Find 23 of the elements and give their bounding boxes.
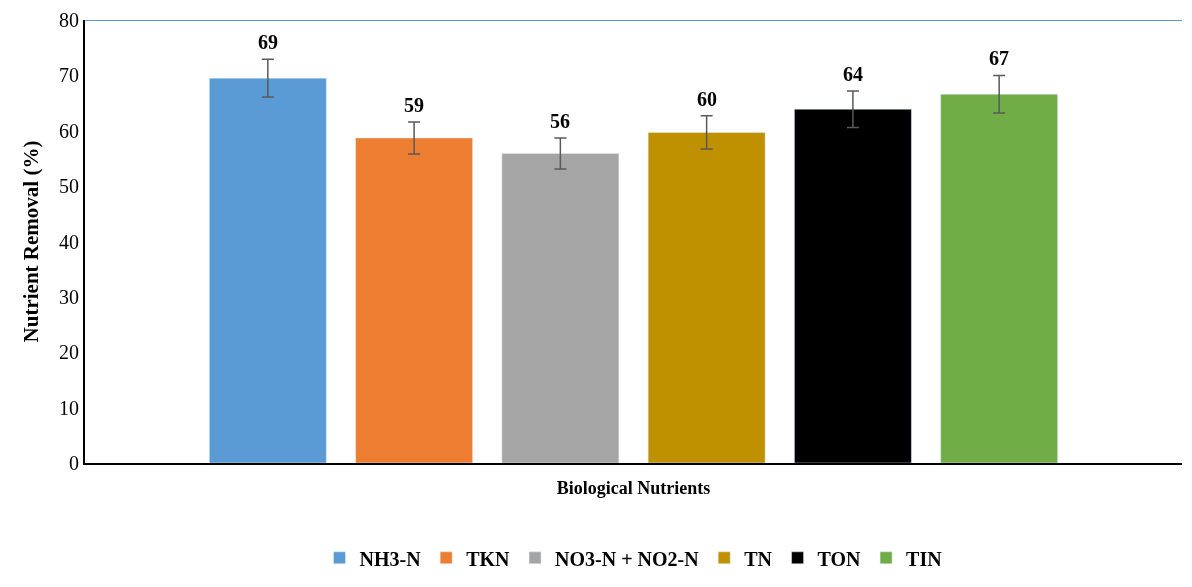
y-tick-label: 60	[59, 119, 79, 142]
y-tick-label: 30	[59, 285, 79, 308]
data-label: 64	[843, 63, 863, 85]
legend-label: TKN	[466, 547, 511, 570]
legend-label: NO3-N + NO2-N	[555, 547, 700, 570]
y-tick-label: 0	[69, 452, 79, 474]
y-tick-label: 70	[59, 64, 79, 87]
data-label: 60	[697, 88, 717, 110]
y-tick-label: 40	[59, 230, 79, 253]
x-axis-title: Biological Nutrients	[556, 478, 711, 498]
y-tick-label: 10	[59, 396, 79, 419]
legend-label: TON	[817, 547, 862, 570]
data-label: 56	[550, 110, 570, 132]
y-tick-label: 20	[59, 341, 79, 364]
legend-label: NH3-N	[359, 547, 422, 570]
data-label: 67	[989, 47, 1009, 69]
y-tick-label: 80	[59, 9, 79, 31]
legend-label: TIN	[906, 547, 943, 570]
data-label: 59	[404, 94, 424, 116]
y-tick-label: 50	[59, 175, 79, 198]
data-label: 69	[258, 31, 278, 53]
y-axis-title: Nutrient Removal (%)	[18, 140, 43, 343]
legend-label: TN	[744, 547, 773, 570]
